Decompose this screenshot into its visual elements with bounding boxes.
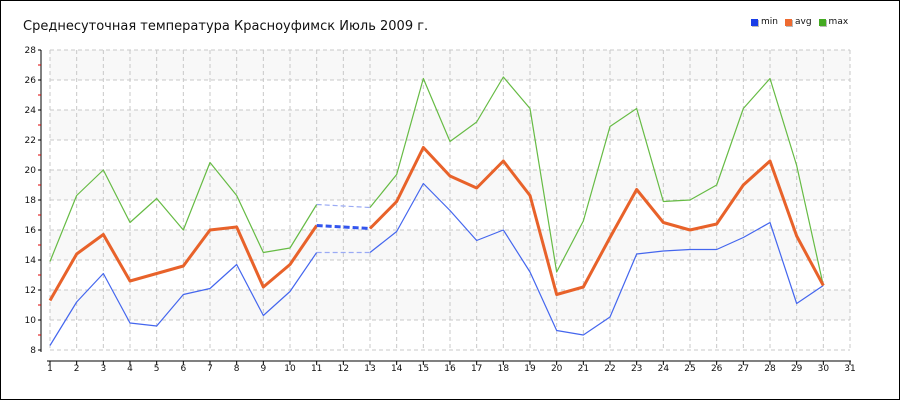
- legend-swatch: [818, 18, 826, 26]
- y-tick-label: 8: [30, 346, 36, 356]
- x-tick-label: 2: [74, 364, 80, 374]
- series-gap-max: [316, 203, 371, 209]
- series-line-min: [369, 182, 824, 336]
- y-tick-label: 16: [25, 226, 37, 236]
- x-tick-label: 3: [100, 364, 106, 374]
- x-tick-label: 26: [711, 364, 723, 374]
- series-line-max: [369, 76, 824, 286]
- x-tick-label: 20: [551, 364, 563, 374]
- y-tick-label: 10: [25, 316, 37, 326]
- x-tick-label: 31: [844, 364, 855, 374]
- legend-label: min: [761, 17, 778, 27]
- y-tick-label: 14: [25, 256, 37, 266]
- y-tick-label: 26: [25, 76, 37, 86]
- x-tick-label: 8: [234, 364, 240, 374]
- x-tick-label: 5: [154, 364, 160, 374]
- x-tick-label: 30: [818, 364, 830, 374]
- x-tick-label: 9: [260, 364, 266, 374]
- y-tick-label: 22: [25, 136, 36, 146]
- x-tick-label: 22: [604, 364, 615, 374]
- x-tick-label: 27: [738, 364, 749, 374]
- chart-title: Среднесуточная температура Красноуфимск …: [23, 19, 429, 34]
- x-tick-label: 14: [391, 364, 403, 374]
- legend-label: max: [828, 17, 849, 27]
- x-tick-label: 17: [471, 364, 482, 374]
- x-tick-label: 1: [47, 364, 53, 374]
- x-tick-label: 24: [658, 364, 670, 374]
- x-tick-label: 7: [207, 364, 213, 374]
- x-tick-label: 18: [498, 364, 510, 374]
- legend: min avg max: [751, 17, 848, 27]
- x-tick-label: 13: [364, 364, 375, 374]
- x-tick-label: 29: [791, 364, 803, 374]
- legend-label: avg: [794, 17, 812, 27]
- legend-item-avg: avg: [784, 17, 812, 27]
- x-tick-label: 16: [444, 364, 456, 374]
- y-tick-label: 18: [25, 196, 37, 206]
- legend-swatch: [784, 18, 792, 26]
- x-tick-label: 23: [631, 364, 642, 374]
- x-tick-label: 28: [764, 364, 776, 374]
- y-tick-label: 24: [25, 106, 37, 116]
- x-tick-label: 6: [180, 364, 186, 374]
- y-tick-label: 12: [25, 286, 36, 296]
- x-tick-label: 25: [684, 364, 695, 374]
- x-tick-label: 15: [418, 364, 429, 374]
- x-tick-label: 12: [338, 364, 349, 374]
- x-tick-label: 21: [578, 364, 589, 374]
- y-tick-label: 28: [25, 46, 37, 56]
- x-tick-label: 19: [524, 364, 536, 374]
- legend-swatch: [751, 18, 758, 26]
- x-tick-label: 11: [311, 364, 322, 374]
- y-tick-label: 20: [25, 166, 37, 176]
- legend-item-max: max: [818, 17, 849, 27]
- x-tick-label: 10: [284, 364, 296, 374]
- legend-item-min: min: [751, 17, 778, 27]
- x-tick-label: 4: [127, 364, 133, 374]
- series-line-avg: [368, 146, 825, 296]
